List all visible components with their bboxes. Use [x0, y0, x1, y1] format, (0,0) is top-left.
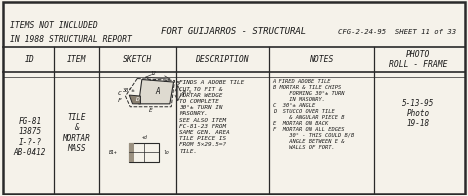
Text: F: F — [118, 98, 122, 103]
Text: CFG-2-24-95  SHEET 11 of 33: CFG-2-24-95 SHEET 11 of 33 — [337, 29, 456, 35]
Text: A: A — [155, 87, 160, 96]
Text: FORT GUIJARROS - STRUCTURAL: FORT GUIJARROS - STRUCTURAL — [161, 27, 307, 36]
Text: DESCRIPTION: DESCRIPTION — [196, 55, 249, 64]
Text: E: E — [149, 108, 153, 113]
Polygon shape — [129, 95, 140, 104]
Text: 30°±: 30°± — [122, 88, 134, 93]
Text: C: C — [118, 91, 122, 96]
Text: D: D — [135, 97, 139, 103]
Text: IN 1988 STRUCTURAL REPORT: IN 1988 STRUCTURAL REPORT — [10, 35, 132, 44]
Text: 12: 12 — [151, 71, 156, 76]
Text: ITEM: ITEM — [67, 55, 86, 64]
Text: 28.5: 28.5 — [182, 90, 192, 94]
Bar — [129, 143, 134, 162]
Text: A FIRED ADOBE TILE
B MORTAR & TILE CHIPS
     FORMING 30°± TURN
     IN MASONRY.: A FIRED ADOBE TILE B MORTAR & TILE CHIPS… — [273, 79, 354, 150]
Text: B: B — [176, 81, 180, 86]
Text: PHOTO
ROLL - FRAME: PHOTO ROLL - FRAME — [389, 50, 447, 69]
Text: SKETCH: SKETCH — [123, 55, 152, 64]
Text: +d: +d — [141, 135, 147, 140]
Text: B1+: B1+ — [109, 150, 117, 155]
Polygon shape — [139, 80, 174, 104]
Text: ITEMS NOT INCLUDED: ITEMS NOT INCLUDED — [10, 22, 98, 31]
Text: FINDS A ADOBE TILE
CUT TO FIT &
MORTAR WEDGE
TO COMPLETE
30°± TURN IN
MASONRY.
S: FINDS A ADOBE TILE CUT TO FIT & MORTAR W… — [179, 81, 245, 154]
Text: FG-81
13875
I-?-?
AB-0412: FG-81 13875 I-?-? AB-0412 — [14, 117, 46, 157]
Text: 5-13-95
Photo
19-18: 5-13-95 Photo 19-18 — [402, 99, 434, 128]
Text: TILE
&
MORTAR
MASS: TILE & MORTAR MASS — [63, 113, 90, 153]
Text: lo: lo — [163, 150, 169, 155]
Bar — [129, 143, 159, 162]
Text: NOTES: NOTES — [309, 55, 334, 64]
Text: ID: ID — [25, 55, 35, 64]
